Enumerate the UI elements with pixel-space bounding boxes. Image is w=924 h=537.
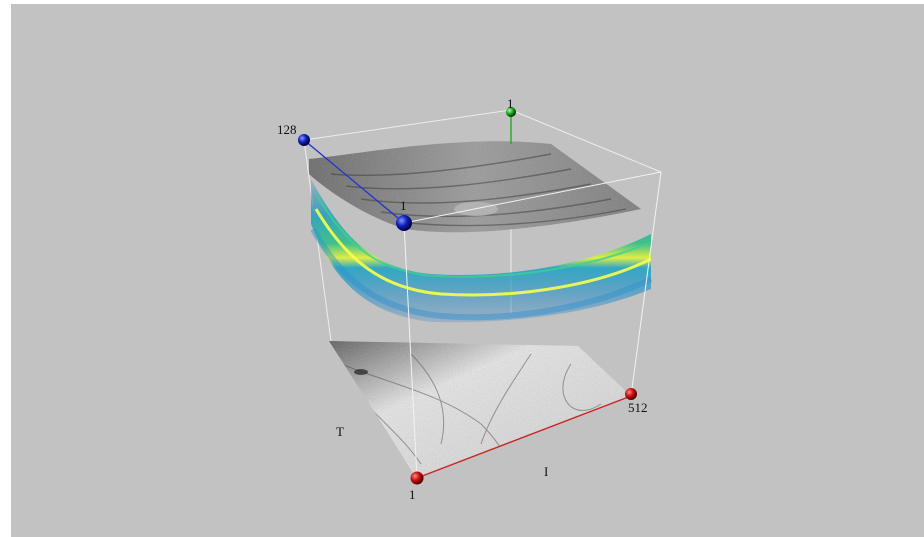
fundus-floor-image	[329, 341, 631, 478]
side-label-t: T	[336, 424, 344, 439]
blue-sphere-icon[interactable]	[396, 215, 412, 231]
top-back-vertex-label: 1	[507, 96, 514, 111]
volume-viewport[interactable]: 1 128 1 1 512 T I	[11, 4, 924, 537]
top-left-vertex-label: 128	[277, 122, 297, 137]
red-sphere-icon[interactable]	[625, 388, 637, 400]
side-label-i: I	[544, 464, 549, 479]
red-sphere-icon[interactable]	[410, 471, 424, 485]
green-sphere-icon[interactable]	[506, 107, 516, 117]
retina-layer-volume	[310, 179, 653, 323]
y-axis-line	[303, 139, 405, 224]
blue-sphere-icon[interactable]	[298, 134, 310, 146]
x-axis-line	[416, 395, 632, 479]
retina-top-surface	[309, 141, 641, 233]
top-front-vertex-label: 1	[400, 198, 407, 213]
oct-volume-scene[interactable]	[11, 4, 924, 537]
right-bottom-vertex-label: 512	[628, 400, 648, 415]
front-bottom-vertex-label: 1	[409, 487, 416, 502]
